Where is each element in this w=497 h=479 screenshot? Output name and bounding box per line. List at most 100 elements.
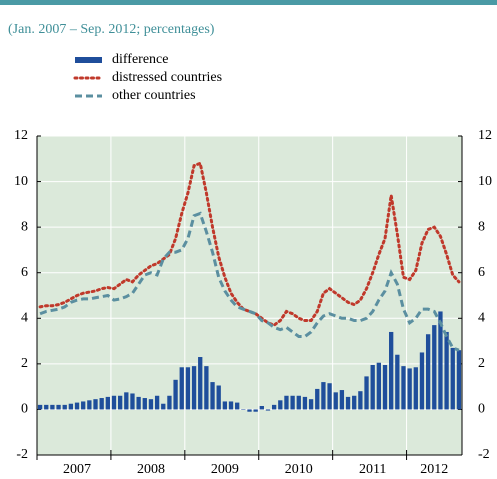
top-strip xyxy=(0,0,497,5)
bar xyxy=(321,382,326,410)
y-tick-label: 10 xyxy=(14,174,28,189)
y-tick-label: 0 xyxy=(21,402,28,417)
bar xyxy=(111,395,117,410)
bar xyxy=(407,368,412,410)
bar xyxy=(99,398,104,410)
y2-tick-label: 4 xyxy=(478,311,485,326)
bar xyxy=(130,393,135,410)
line xyxy=(38,161,461,327)
bar xyxy=(62,404,67,410)
bar xyxy=(136,396,141,410)
bar xyxy=(222,401,228,410)
bar xyxy=(56,404,61,410)
y2-tick-label: 10 xyxy=(478,174,492,189)
bar xyxy=(425,334,431,410)
bar xyxy=(315,388,320,410)
bar xyxy=(389,331,394,410)
bar xyxy=(278,400,283,410)
y2-tick-label: 0 xyxy=(478,402,485,417)
x-tick-label: 2011 xyxy=(359,462,386,477)
y2-tick-label: 12 xyxy=(478,128,492,143)
bar xyxy=(290,395,295,410)
y2-tick-label: 2 xyxy=(478,356,485,371)
bar xyxy=(401,366,406,410)
bar xyxy=(161,403,166,410)
bar xyxy=(124,392,129,410)
bar xyxy=(50,404,55,410)
y2-tick-label: 6 xyxy=(478,265,485,280)
bar xyxy=(93,399,98,410)
bar xyxy=(370,364,375,410)
bar xyxy=(44,404,49,410)
y-tick-label: 8 xyxy=(21,219,28,234)
bar xyxy=(302,396,308,410)
y-tick-label: 4 xyxy=(21,311,28,326)
bar xyxy=(167,395,172,410)
bar xyxy=(179,367,184,410)
bar xyxy=(68,403,74,410)
bar xyxy=(191,366,197,410)
bar xyxy=(81,401,86,410)
bar xyxy=(198,357,203,410)
bar xyxy=(333,392,338,410)
bar xyxy=(413,367,418,410)
legend-label: other countries xyxy=(112,88,196,103)
bar xyxy=(419,352,425,410)
y-tick-label: -2 xyxy=(16,447,28,462)
bar xyxy=(253,409,258,412)
y2-tick-label: -2 xyxy=(478,447,490,462)
legend-swatch xyxy=(75,57,102,63)
x-tick-label: 2008 xyxy=(137,462,165,477)
y-tick-label: 12 xyxy=(14,128,28,143)
bar xyxy=(154,395,160,410)
bar xyxy=(382,364,388,410)
bar xyxy=(173,379,178,410)
y-tick-label: 6 xyxy=(21,265,28,280)
legend-label: difference xyxy=(112,52,168,67)
x-tick-label: 2007 xyxy=(63,462,91,477)
bar xyxy=(352,395,357,410)
chart-subtitle: (Jan. 2007 – Sep. 2012; percentages) xyxy=(8,22,215,37)
bar xyxy=(74,402,80,410)
bar xyxy=(265,409,271,411)
bar xyxy=(259,406,264,410)
bar xyxy=(142,398,147,410)
y2-tick-label: 8 xyxy=(478,219,485,234)
bar xyxy=(432,325,437,410)
bar xyxy=(216,385,221,410)
line xyxy=(39,211,460,352)
x-tick-label: 2009 xyxy=(211,462,239,477)
bar xyxy=(235,402,240,410)
bar xyxy=(358,391,363,410)
bar xyxy=(376,362,382,410)
bar xyxy=(345,396,351,410)
x-tick-label: 2012 xyxy=(420,462,448,477)
bar xyxy=(37,404,43,410)
bar xyxy=(228,401,234,410)
bar xyxy=(327,383,332,410)
y-tick-label: 2 xyxy=(21,356,28,371)
bar xyxy=(117,395,123,410)
bar xyxy=(210,382,215,410)
bar xyxy=(148,399,154,410)
bar xyxy=(241,409,246,410)
bar xyxy=(438,311,443,410)
bar xyxy=(395,354,400,410)
bar xyxy=(185,367,191,410)
bar xyxy=(339,390,345,410)
bar xyxy=(271,404,277,410)
legend-label: distressed countries xyxy=(112,70,222,85)
bar xyxy=(87,400,92,410)
x-tick-label: 2010 xyxy=(285,462,313,477)
bar xyxy=(284,395,289,410)
bar xyxy=(308,399,314,410)
bar xyxy=(456,350,462,410)
bar xyxy=(444,331,449,410)
bar xyxy=(450,347,455,410)
bar xyxy=(364,376,369,410)
bar xyxy=(296,395,301,410)
bar xyxy=(204,366,209,410)
bar xyxy=(247,409,252,412)
bar xyxy=(105,396,110,410)
